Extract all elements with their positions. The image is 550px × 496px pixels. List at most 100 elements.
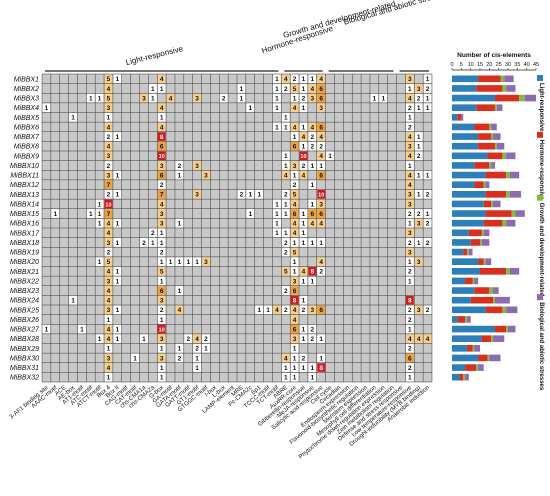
cell-value-label: 1 bbox=[319, 163, 323, 170]
cell-value-label: 1 bbox=[116, 336, 120, 343]
cell-value-label: 1 bbox=[302, 326, 306, 333]
stacked-bar-segment bbox=[489, 354, 501, 362]
cell-value-label: 1 bbox=[178, 346, 182, 353]
heatmap-cell bbox=[299, 218, 308, 228]
heatmap-cell bbox=[42, 324, 51, 334]
heatmap-cell bbox=[104, 132, 113, 141]
heatmap-cell bbox=[175, 161, 184, 170]
cell-value-label: 4 bbox=[302, 269, 306, 276]
heatmap-cell bbox=[423, 305, 432, 315]
heatmap-cell bbox=[104, 305, 113, 315]
heatmap-cell bbox=[405, 267, 414, 276]
heatmap-cell bbox=[290, 334, 299, 343]
cell-value-label: 2 bbox=[408, 346, 412, 353]
stacked-bar-segment bbox=[452, 114, 458, 121]
heatmap-cell bbox=[104, 257, 113, 266]
stacked-bar-segment bbox=[483, 219, 503, 227]
cell-value-label: 4 bbox=[293, 230, 297, 237]
cell-value-label: 1 bbox=[169, 259, 173, 266]
heatmap-cell bbox=[157, 103, 166, 112]
bar-tick-label: 35 bbox=[514, 62, 520, 68]
heatmap-cell bbox=[86, 93, 95, 103]
cell-value-label: 1 bbox=[284, 211, 288, 218]
heatmap-cell bbox=[113, 267, 122, 276]
heatmap-cell bbox=[405, 228, 414, 238]
cell-value-label: 1 bbox=[160, 278, 164, 285]
heatmap-cell bbox=[414, 170, 423, 180]
cell-value-label: 1 bbox=[178, 221, 182, 228]
cell-value-label: 1 bbox=[240, 95, 244, 102]
row-label: MiBBX29 bbox=[10, 346, 39, 353]
heatmap-cell bbox=[405, 151, 414, 161]
cell-value-label: 1 bbox=[275, 86, 279, 93]
heatmap-cell bbox=[423, 93, 432, 103]
heatmap-cell bbox=[113, 238, 122, 247]
heatmap-cell bbox=[69, 113, 77, 122]
heatmap-cell bbox=[317, 84, 326, 93]
row-label: MiBBX16 bbox=[10, 221, 39, 228]
cell-value-label: 6 bbox=[319, 211, 323, 218]
stacked-bar-segment bbox=[524, 94, 536, 102]
cell-value-label: 2 bbox=[311, 144, 315, 151]
heatmap-cell bbox=[290, 305, 299, 315]
stacked-bar-segment bbox=[502, 219, 507, 227]
row-label: MiBBX18 bbox=[10, 240, 39, 247]
cell-value-label: 4 bbox=[408, 182, 412, 189]
heatmap-cell bbox=[405, 257, 414, 266]
cell-value-label: 3 bbox=[408, 192, 412, 199]
heatmap-cell bbox=[157, 151, 166, 161]
heatmap-cell bbox=[423, 170, 432, 180]
cell-value-label: 2 bbox=[426, 221, 430, 228]
heatmap-cell bbox=[140, 238, 148, 247]
cell-value-label: 1 bbox=[417, 240, 421, 247]
cell-value-label: 1 bbox=[302, 124, 306, 131]
stacked-bar-segment bbox=[478, 133, 492, 140]
heatmap-cell bbox=[290, 295, 299, 305]
heatmap-cell bbox=[157, 228, 166, 238]
cell-value-label: 1 bbox=[98, 201, 102, 208]
heatmap-cell bbox=[175, 344, 184, 353]
cell-value-label: 1 bbox=[408, 259, 412, 266]
stacked-bar-segment bbox=[465, 316, 467, 323]
cell-value-label: 1 bbox=[284, 375, 288, 382]
heatmap-cell bbox=[272, 74, 281, 84]
heatmap-cell bbox=[272, 122, 281, 132]
stacked-bar-segment bbox=[459, 373, 464, 381]
heatmap-cell bbox=[104, 286, 113, 295]
heatmap-cell bbox=[414, 218, 423, 228]
heatmap-cell bbox=[299, 238, 308, 247]
cell-value-label: 2 bbox=[142, 240, 146, 247]
stacked-bar-segment bbox=[452, 287, 475, 294]
heatmap-cell bbox=[423, 74, 432, 84]
heatmap-cell bbox=[104, 344, 113, 353]
cell-value-label: 8 bbox=[293, 298, 297, 305]
stacked-bar-segment bbox=[504, 75, 514, 83]
cell-value-label: 5 bbox=[293, 86, 297, 93]
heatmap-cell bbox=[104, 170, 113, 180]
heatmap-cell bbox=[290, 324, 299, 334]
heatmap-cell bbox=[405, 353, 414, 363]
cell-value-label: 4 bbox=[417, 336, 421, 343]
cell-value-label: 2 bbox=[160, 182, 164, 189]
heatmap-cell bbox=[317, 132, 326, 141]
heatmap-cell bbox=[193, 93, 202, 103]
stacked-bar-segment bbox=[491, 162, 495, 169]
heatmap-cell bbox=[166, 257, 175, 266]
heatmap-cell bbox=[414, 209, 423, 218]
bar-tick-label: 0 bbox=[450, 62, 453, 68]
cell-value-label: 3 bbox=[408, 144, 412, 151]
bar-tick-label: 15 bbox=[477, 62, 483, 68]
cell-value-label: 1 bbox=[284, 201, 288, 208]
stacked-bar-segment bbox=[483, 200, 492, 208]
heatmap-cell bbox=[405, 372, 414, 382]
cell-value-label: 2 bbox=[319, 144, 323, 151]
heatmap-cell bbox=[157, 180, 166, 189]
heatmap-cell bbox=[308, 372, 317, 382]
heatmap-cell bbox=[405, 103, 414, 112]
stacked-bar-segment bbox=[506, 219, 516, 227]
heatmap-cell bbox=[317, 170, 326, 180]
stacked-bar-segment bbox=[452, 152, 488, 160]
heatmap-cell bbox=[104, 218, 113, 228]
heatmap-cell bbox=[317, 199, 326, 209]
cell-value-label: 1 bbox=[293, 346, 297, 353]
